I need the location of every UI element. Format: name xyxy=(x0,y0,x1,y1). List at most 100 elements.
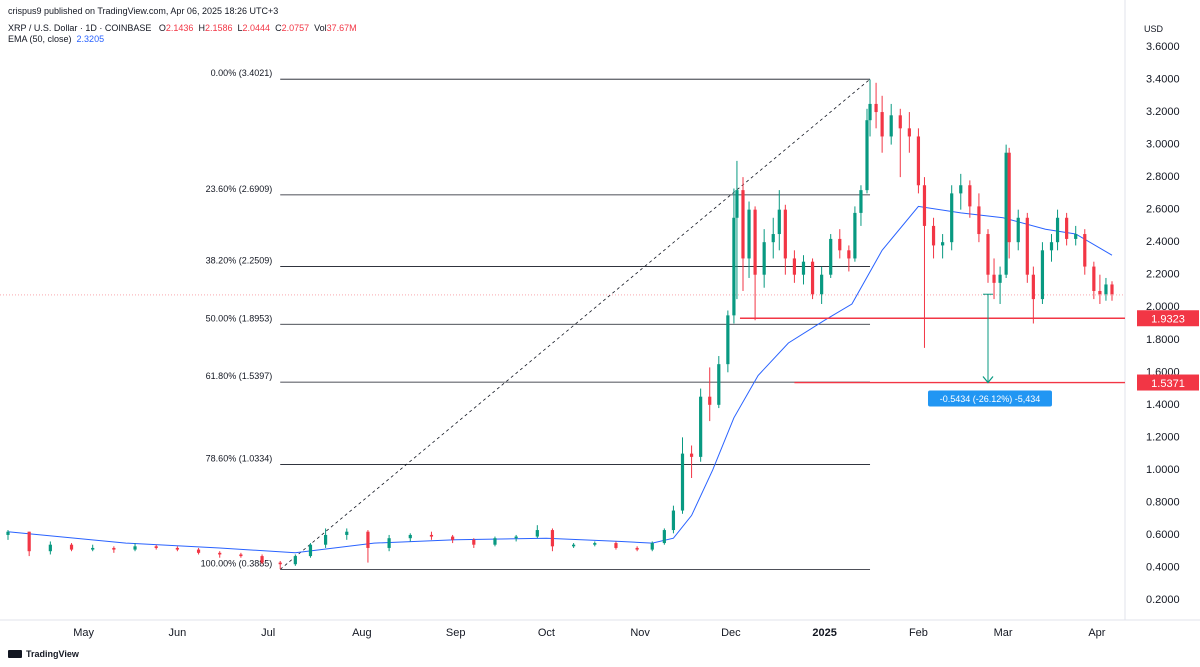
candle-body xyxy=(239,554,243,557)
time-tick-label: Jul xyxy=(261,627,275,639)
price-tick-label: 0.2000 xyxy=(1146,594,1180,606)
candle-body xyxy=(853,212,857,259)
time-tick-label: Oct xyxy=(538,627,555,639)
candle-body xyxy=(1040,250,1045,300)
candle-body xyxy=(293,556,297,565)
candle-body xyxy=(308,544,313,557)
candle-body xyxy=(1016,217,1020,243)
candle-body xyxy=(847,250,851,259)
ema-value: 2.3205 xyxy=(76,34,105,44)
price-tick-label: 1.2000 xyxy=(1146,431,1180,443)
candle-body xyxy=(1055,217,1060,243)
candle-body xyxy=(366,531,370,548)
candle-body xyxy=(662,530,666,544)
price-tick-label: 1.0000 xyxy=(1146,464,1180,476)
candle-body xyxy=(387,538,391,548)
high-label: H xyxy=(198,23,205,33)
candle-body xyxy=(535,530,539,537)
candle-body xyxy=(874,103,878,113)
candle-body xyxy=(708,396,712,405)
candle-body xyxy=(735,190,739,218)
candle-body xyxy=(907,128,911,137)
fib-level-label: 0.00% (3.4021) xyxy=(211,68,273,78)
candle-body xyxy=(550,530,555,547)
price-tick-label: 3.2000 xyxy=(1146,106,1180,118)
candle-body xyxy=(777,209,781,235)
fib-level-label: 50.00% (1.8953) xyxy=(206,313,273,323)
candle-body xyxy=(950,193,954,243)
candle-body xyxy=(1065,217,1069,239)
candle-body xyxy=(1007,152,1011,243)
candle-body xyxy=(783,209,787,259)
candle-body xyxy=(635,547,639,550)
candle-body xyxy=(931,225,936,246)
low-label: L xyxy=(237,23,243,33)
candle-body xyxy=(1004,152,1008,275)
candle-body xyxy=(1049,242,1054,251)
high-value: 2.1586 xyxy=(204,23,233,33)
time-tick-label: Nov xyxy=(630,627,650,639)
candle-body xyxy=(771,234,775,243)
close-label: C xyxy=(275,23,282,33)
measure-label-box xyxy=(927,390,1052,407)
candle-body xyxy=(859,190,863,213)
time-tick-label: Jun xyxy=(169,627,187,639)
candle-body xyxy=(726,315,730,365)
candle-body xyxy=(345,531,349,535)
price-tick-label: 3.0000 xyxy=(1146,139,1180,151)
price-tag-label: 1.9323 xyxy=(1151,314,1185,326)
candle-body xyxy=(260,556,264,563)
time-tick-label: Dec xyxy=(721,627,741,639)
candle-body xyxy=(762,242,766,275)
candle-body xyxy=(968,185,972,207)
price-tick-label: 1.4000 xyxy=(1146,399,1180,411)
candle-body xyxy=(593,543,597,545)
candle-body xyxy=(69,544,74,550)
fib-level-label: 61.80% (1.5397) xyxy=(206,371,273,381)
candle-body xyxy=(196,549,201,553)
candle-body xyxy=(493,538,497,545)
price-tag-box xyxy=(1137,374,1199,391)
candle-body xyxy=(429,534,434,537)
candle-body xyxy=(1031,274,1035,300)
candle-body xyxy=(792,258,797,275)
candle-body xyxy=(112,547,116,550)
time-tick-label: 2025 xyxy=(812,627,836,639)
candle-body xyxy=(680,453,685,511)
candle-body xyxy=(48,544,52,552)
candle-body xyxy=(6,531,10,535)
candle-body xyxy=(868,103,872,121)
volume-label: Vol xyxy=(314,23,327,33)
measure-arrow-head xyxy=(982,376,994,384)
close-value: 2.0757 xyxy=(281,23,310,33)
candle-body xyxy=(941,242,945,246)
time-tick-label: Apr xyxy=(1088,627,1105,639)
candle-body xyxy=(1083,234,1087,267)
candle-body xyxy=(998,274,1002,283)
symbol-title: XRP / U.S. Dollar · 1D · COINBASE xyxy=(8,23,152,33)
tradingview-logo[interactable]: TradingView xyxy=(8,649,79,659)
ema-label: EMA (50, close) xyxy=(8,34,72,44)
publisher-text: crispus9 published on TradingView.com, A… xyxy=(8,6,279,16)
candle-body xyxy=(175,547,179,550)
candle-body xyxy=(889,115,893,137)
candle-body xyxy=(880,112,884,137)
time-tick-label: Feb xyxy=(909,627,928,639)
volume-value: 37.67M xyxy=(326,23,357,33)
fib-level-label: 38.20% (2.2509) xyxy=(206,255,273,265)
price-axis-unit: USD xyxy=(1144,24,1164,34)
candle-body xyxy=(820,274,824,295)
candle-body xyxy=(689,453,694,457)
candle-body xyxy=(154,546,158,548)
candle-body xyxy=(732,217,736,316)
price-tick-label: 2.6000 xyxy=(1146,204,1180,216)
candle-body xyxy=(650,543,654,550)
candle-body xyxy=(992,274,996,283)
candle-body xyxy=(838,238,842,251)
price-tick-label: 3.4000 xyxy=(1146,74,1180,86)
open-label: O xyxy=(158,23,166,33)
candle-body xyxy=(614,543,618,548)
candle-body xyxy=(699,396,703,457)
